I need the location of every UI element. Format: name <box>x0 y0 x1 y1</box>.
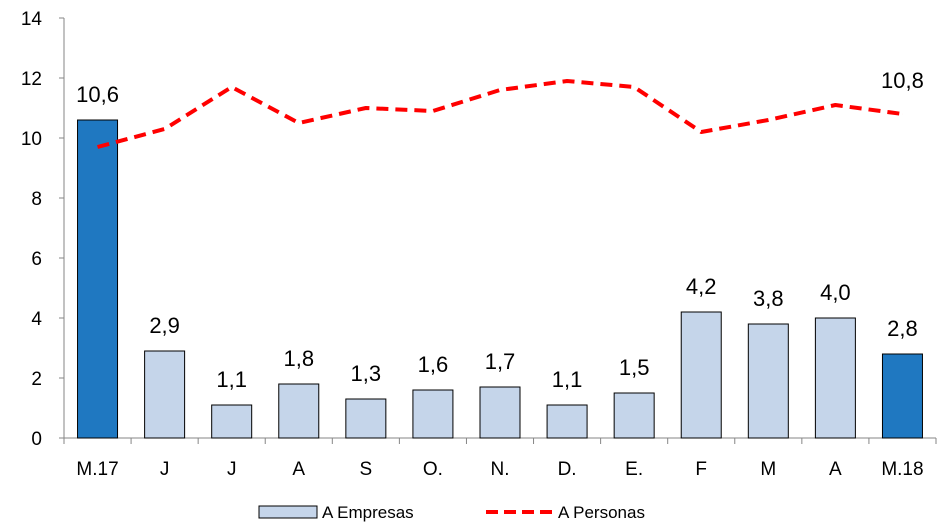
bar-data-label: 10,6 <box>76 82 119 107</box>
bar <box>278 383 320 439</box>
x-tick-label: F <box>695 459 707 480</box>
x-tick-label: J <box>227 459 237 480</box>
y-tick-label: 12 <box>21 69 42 90</box>
y-tick-label: 8 <box>31 189 42 210</box>
bar-data-label: 2,8 <box>887 316 918 341</box>
axes: 0 2 4 6 8 10 12 14 M.17 J J A S O. N. D. E. F M A M.18 <box>21 9 937 480</box>
x-tick-label: O. <box>423 459 443 480</box>
bar-data-label: 1,3 <box>351 361 382 386</box>
line-path <box>97 79 903 149</box>
bar-data-label: 2,9 <box>149 313 180 338</box>
bar <box>211 404 253 439</box>
bar-data-label: 1,6 <box>418 352 449 377</box>
legend-swatch-empresas <box>258 505 318 519</box>
x-tick-label: A <box>829 459 842 480</box>
bar-data-label: 1,8 <box>283 346 314 371</box>
x-tick-label: M <box>760 459 776 480</box>
bar-data-label: 1,1 <box>552 367 583 392</box>
bar <box>680 311 722 439</box>
bar <box>881 353 923 439</box>
y-tick-label: 0 <box>31 429 42 450</box>
x-tick-label: M.17 <box>76 459 118 480</box>
y-tick-label: 10 <box>21 129 42 150</box>
data-labels: 10,6 2,9 1,1 1,8 1,3 1,6 1,7 1,1 1,5 4,2 3,8 4,0 2,8… <box>76 68 924 392</box>
bar-data-label: 1,5 <box>619 355 650 380</box>
bar <box>613 392 655 439</box>
x-tick-label: N. <box>491 459 510 480</box>
legend-label-personas: A Personas <box>558 503 645 522</box>
bar-data-label: 1,1 <box>216 367 247 392</box>
bar-data-label: 1,7 <box>485 349 516 374</box>
x-tick-label: M.18 <box>881 459 923 480</box>
bar <box>345 398 387 439</box>
bar-series <box>77 119 923 439</box>
bar-data-label: 4,2 <box>686 274 717 299</box>
bar <box>77 119 119 439</box>
bar <box>479 386 521 439</box>
x-tick-label: J <box>160 459 170 480</box>
y-tick-label: 2 <box>31 369 42 390</box>
bar <box>412 389 454 439</box>
x-tick-label: S <box>360 459 373 480</box>
x-tick-label: A <box>292 459 305 480</box>
x-tick-label: D. <box>558 459 577 480</box>
bar <box>747 323 789 439</box>
x-tick-label: E. <box>625 459 643 480</box>
y-tick-label: 4 <box>31 309 42 330</box>
legend-label-empresas: A Empresas <box>322 503 414 522</box>
y-tick-label: 6 <box>31 249 42 270</box>
bar <box>546 404 588 439</box>
y-tick-label: 14 <box>21 9 43 30</box>
line-end-label: 10,8 <box>881 68 924 93</box>
bar-data-label: 3,8 <box>753 286 784 311</box>
bar <box>814 317 856 439</box>
bar <box>144 350 186 439</box>
legend: A Empresas A Personas <box>258 503 645 522</box>
line-series <box>97 79 903 149</box>
bar-data-label: 4,0 <box>820 280 851 305</box>
